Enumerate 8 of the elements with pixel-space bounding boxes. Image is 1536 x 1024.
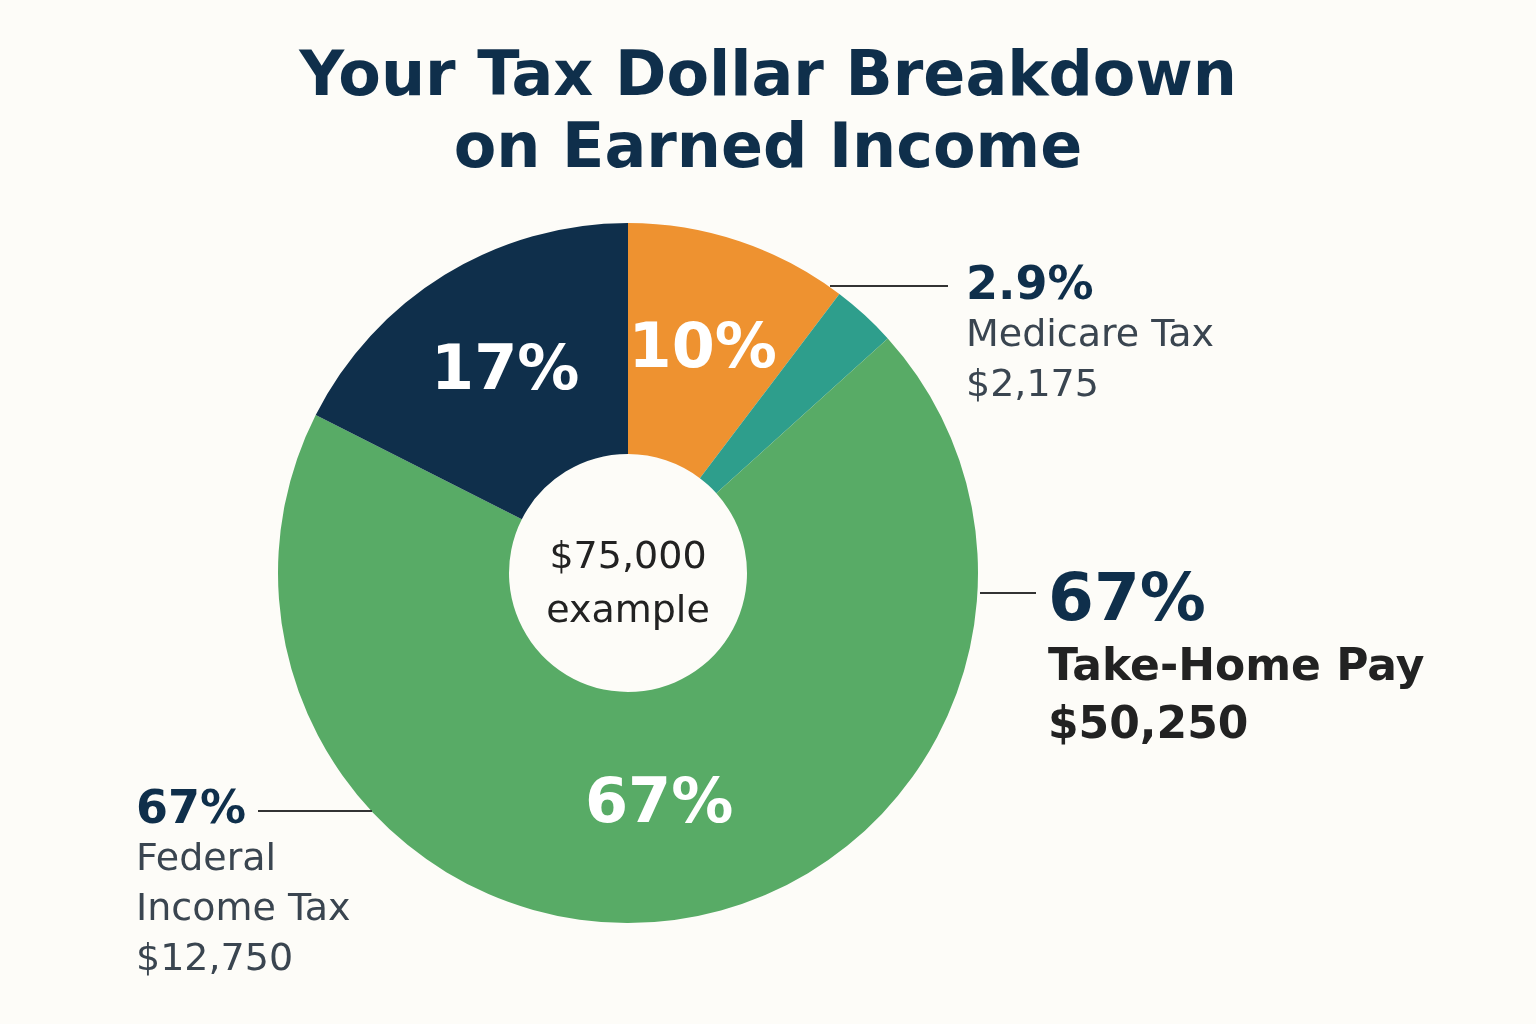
text: 67% Federal Income Tax $12,750 — [136, 780, 351, 981]
data-label: 67% — [584, 763, 734, 837]
text: 2.9% Medicare Tax $2,175 — [966, 256, 1214, 407]
data-label: 17% — [431, 331, 580, 405]
text: $75,000 example — [545, 532, 711, 633]
chart-title: Your Tax Dollar Breakdown on Earned Income — [298, 37, 1238, 182]
text: 67% Take-Home Pay $50,250 — [1048, 559, 1425, 750]
data-label: 10% — [628, 308, 777, 382]
